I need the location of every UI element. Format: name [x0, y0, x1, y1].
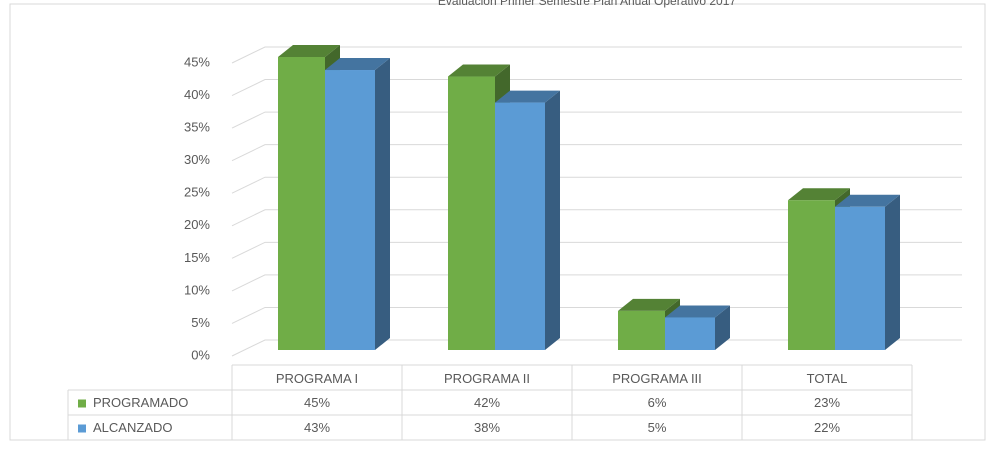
grid-line [231, 241, 962, 259]
bar [835, 206, 885, 350]
y-tick-label: 25% [184, 185, 210, 200]
table-value: 42% [474, 395, 500, 410]
chart-title: Evaluación Primer Semestre Plan Anual Op… [438, 0, 736, 8]
y-tick-label: 5% [191, 315, 210, 330]
grid-line [231, 46, 962, 64]
y-tick-label: 0% [191, 347, 210, 362]
bar-top [665, 305, 730, 318]
grid-line [231, 144, 962, 162]
grid-line [231, 79, 962, 97]
bar-top [618, 298, 680, 311]
grid-line [231, 339, 962, 357]
bar [325, 70, 375, 351]
bar-top [788, 188, 850, 201]
legend-label: PROGRAMADO [93, 395, 188, 410]
bar [618, 310, 665, 350]
bar-top [325, 58, 390, 71]
legend-swatch [78, 424, 86, 433]
table-value: 5% [648, 420, 667, 435]
x-tick-label: TOTAL [807, 371, 848, 386]
bar-top [835, 194, 900, 207]
y-tick-label: 15% [184, 250, 210, 265]
table-value: 23% [814, 395, 840, 410]
y-tick-label: 10% [184, 282, 210, 297]
y-tick-label: 35% [184, 120, 210, 135]
table-value: 43% [304, 420, 330, 435]
legend-label: ALCANZADO [93, 420, 172, 435]
bar-side [885, 194, 900, 350]
table-value: 22% [814, 420, 840, 435]
bar [788, 200, 835, 350]
bar-side [375, 58, 390, 351]
y-tick-label: 30% [184, 152, 210, 167]
y-tick-label: 40% [184, 87, 210, 102]
bar-side [545, 90, 560, 351]
bar [495, 102, 545, 350]
bar-top [495, 90, 560, 103]
x-tick-label: PROGRAMA III [612, 371, 702, 386]
bar [448, 76, 495, 351]
x-tick-label: PROGRAMA II [444, 371, 530, 386]
y-tick-label: 45% [184, 54, 210, 69]
grid-line [231, 274, 962, 292]
bar-side [715, 305, 730, 350]
x-tick-label: PROGRAMA I [276, 371, 358, 386]
bar-top [278, 45, 340, 57]
grid-line [231, 111, 962, 129]
table-value: 38% [474, 420, 500, 435]
bar [278, 57, 325, 350]
grid-line [231, 209, 962, 227]
grid-line [231, 176, 962, 194]
table-value: 6% [648, 395, 667, 410]
legend-swatch [78, 399, 86, 408]
bar [665, 317, 715, 350]
y-tick-label: 20% [184, 217, 210, 232]
table-value: 45% [304, 395, 330, 410]
bar-top [448, 64, 510, 77]
